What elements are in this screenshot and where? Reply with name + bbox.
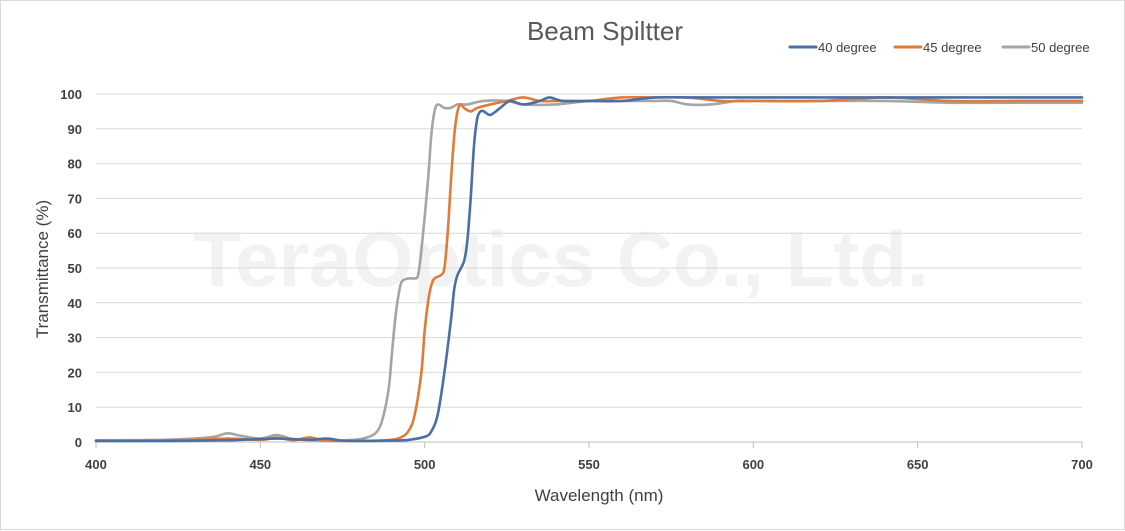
legend: 40 degree 45 degree 50 degree [788, 40, 1090, 55]
watermark: TeraOptics Co., Ltd. [193, 215, 928, 303]
y-tick-label: 10 [68, 400, 82, 415]
x-tick-label: 400 [85, 457, 107, 472]
series-layer [94, 95, 1084, 443]
y-tick-label: 0 [75, 435, 82, 450]
y-tick-label: 70 [68, 191, 82, 206]
chart-title: Beam Spiltter [527, 16, 683, 46]
y-tick-label: 50 [68, 261, 82, 276]
y-tick-label: 80 [68, 157, 82, 172]
legend-label: 45 degree [923, 40, 982, 55]
x-tick-label: 600 [742, 457, 764, 472]
legend-item-40-degree: 40 degree [788, 40, 877, 55]
x-axis: 400 450 500 550 600 650 700 [85, 441, 1093, 472]
y-axis-title: Transmittance (%) [33, 200, 52, 338]
series-line-40-degree [94, 95, 1084, 443]
legend-label: 50 degree [1031, 40, 1090, 55]
y-tick-label: 30 [68, 331, 82, 346]
x-tick-label: 550 [578, 457, 600, 472]
y-axis: 0 10 20 30 40 50 60 70 80 90 100 [60, 87, 82, 450]
legend-item-45-degree: 45 degree [893, 40, 982, 55]
y-tick-label: 20 [68, 365, 82, 380]
grid-lines [96, 93, 1082, 408]
x-axis-title: Wavelength (nm) [535, 486, 664, 505]
x-tick-label: 500 [414, 457, 436, 472]
legend-item-50-degree: 50 degree [1001, 40, 1090, 55]
x-tick-label: 450 [249, 457, 271, 472]
x-tick-label: 700 [1071, 457, 1093, 472]
y-tick-label: 100 [60, 87, 82, 102]
y-tick-label: 60 [68, 226, 82, 241]
y-tick-label: 40 [68, 296, 82, 311]
legend-label: 40 degree [818, 40, 877, 55]
x-tick-label: 650 [907, 457, 929, 472]
y-tick-label: 90 [68, 122, 82, 137]
